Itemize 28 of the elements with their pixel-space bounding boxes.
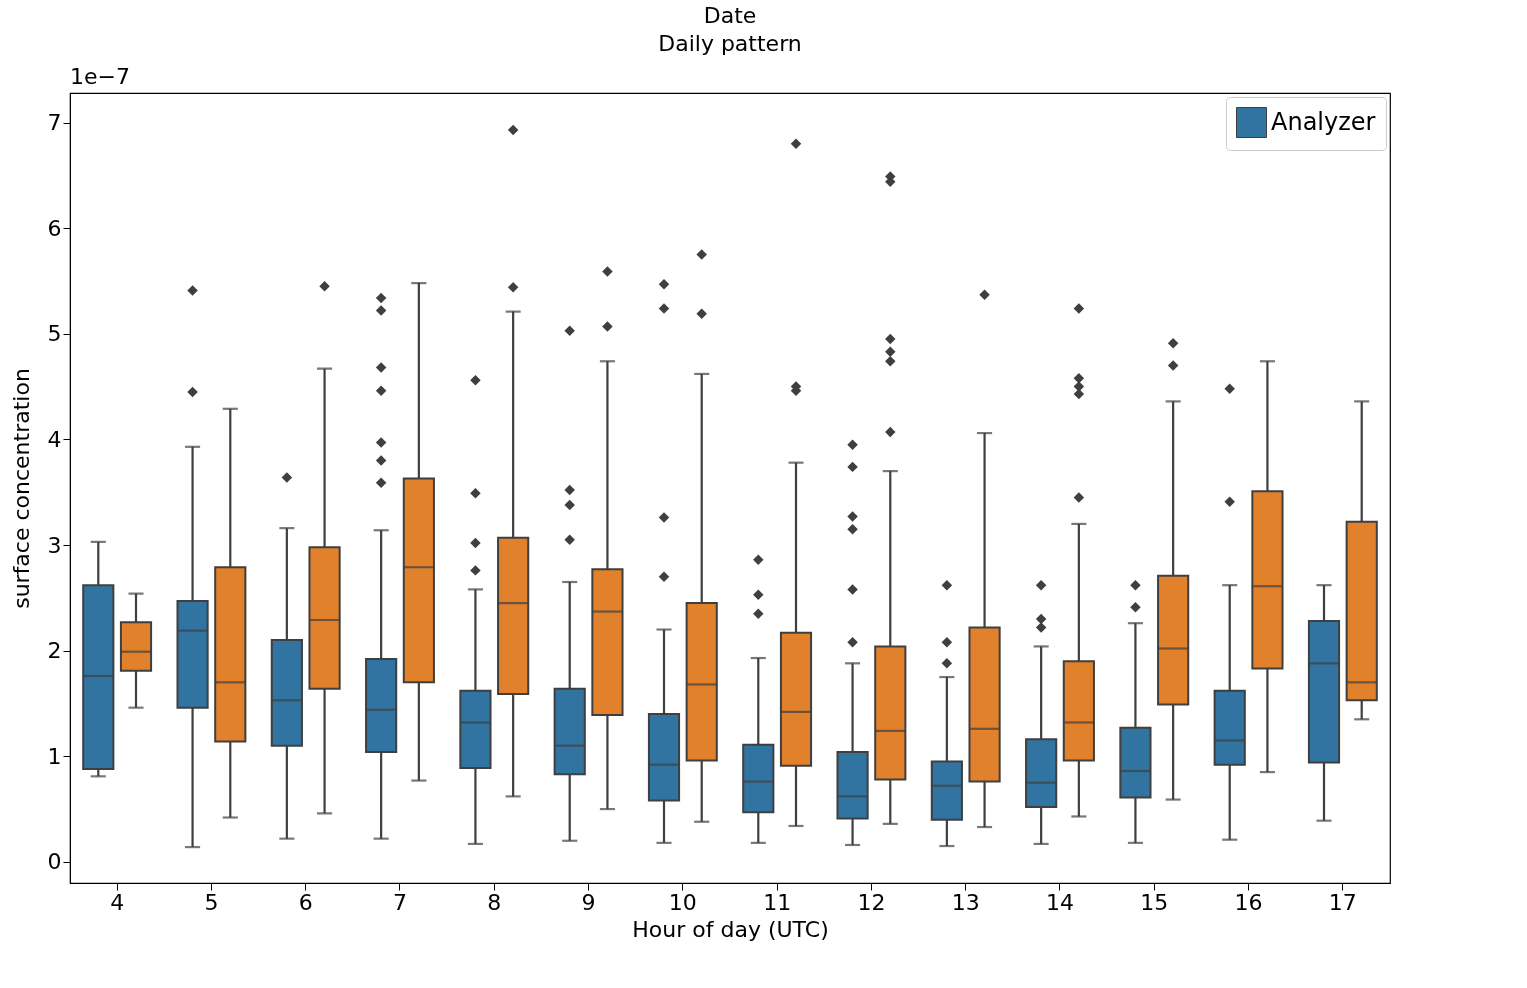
x-tick-label: 12 — [857, 889, 886, 915]
x-tick-label: 10 — [668, 889, 697, 915]
legend-label: Analyzer — [1271, 107, 1376, 136]
x-axis-title: Hour of day (UTC) — [632, 916, 829, 942]
y-tick-label: 4 — [47, 426, 62, 452]
x-tick-label: 7 — [393, 889, 407, 915]
y-axis-title: surface concentration — [8, 368, 34, 609]
y-tick-label: 2 — [47, 638, 62, 664]
x-tick-label: 16 — [1234, 889, 1263, 915]
x-tick-label: 11 — [763, 889, 792, 915]
chart-subtitle: Daily pattern — [658, 31, 802, 56]
y-tick-label: 0 — [47, 849, 62, 875]
x-tick-label: 4 — [110, 889, 125, 915]
x-tick-label: 13 — [951, 889, 980, 915]
x-tick-label: 17 — [1328, 889, 1357, 915]
y-tick-label: 3 — [47, 532, 62, 558]
x-tick-label: 5 — [204, 889, 219, 915]
x-tick-label: 8 — [487, 889, 502, 915]
text: 1e−7 — [70, 64, 130, 89]
y-tick-label: 7 — [47, 110, 62, 136]
chart-title: Date — [703, 3, 757, 28]
y-tick-label: 1 — [47, 743, 62, 769]
x-tick-label: 9 — [581, 889, 596, 915]
x-tick-label: 15 — [1140, 889, 1169, 915]
x-tick-label: 14 — [1046, 889, 1074, 915]
y-tick-label: 6 — [47, 215, 62, 241]
x-tick-label: 6 — [298, 889, 313, 915]
y-tick-label: 5 — [47, 321, 62, 347]
